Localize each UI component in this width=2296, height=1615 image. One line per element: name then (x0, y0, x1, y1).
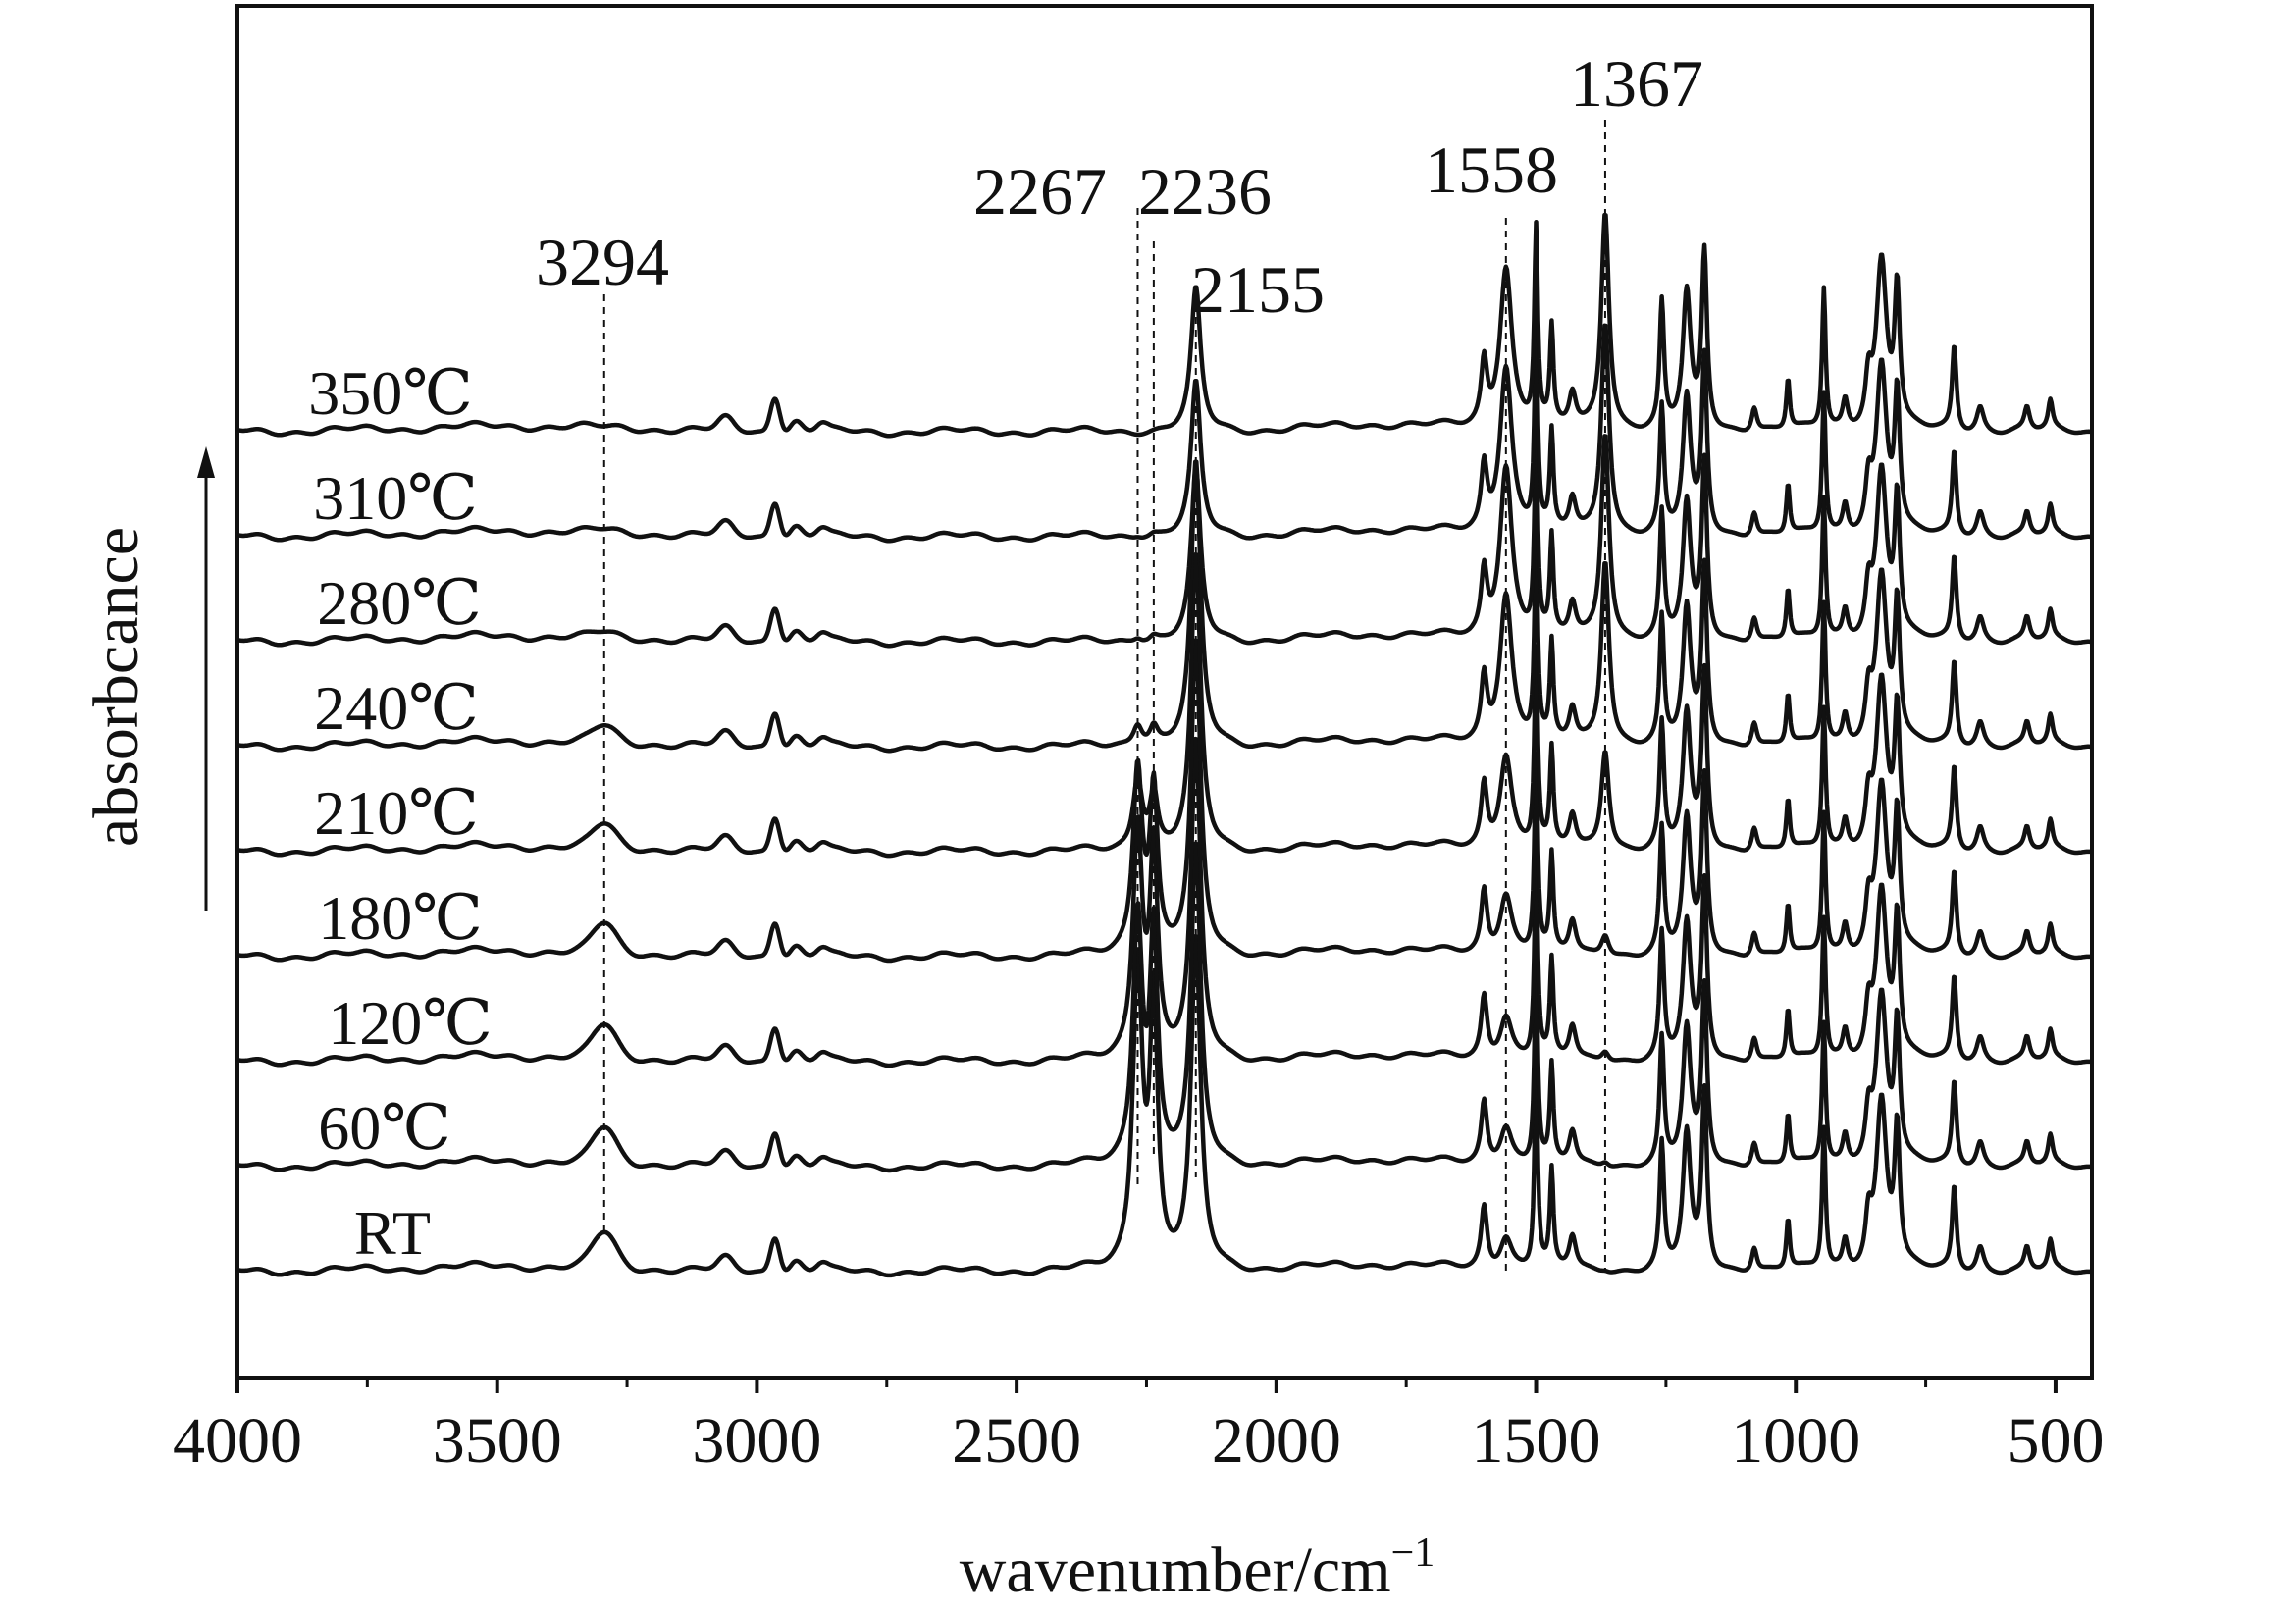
peak-label-2155: 2155 (1191, 252, 1325, 327)
x-axis-title-main: wavenumber/cm (960, 1535, 1391, 1606)
x-tick-label-4000: 4000 (173, 1405, 302, 1477)
x-tick-label-1000: 1000 (1731, 1405, 1860, 1477)
series-line-7 (235, 429, 2094, 649)
plot-frame (235, 4, 2094, 1380)
series-line-9 (235, 212, 2094, 439)
x-axis-title-sup: −1 (1391, 1531, 1435, 1576)
series-labels: RT 60℃ 120℃ 180℃ 210℃ 240℃ 280℃ 310℃ 350℃ (308, 358, 493, 1268)
x-tick-label-2500: 2500 (952, 1405, 1081, 1477)
series-label-7: 280℃ (317, 568, 482, 638)
y-axis-arrow-head (197, 446, 215, 478)
x-tick-label-500: 500 (2007, 1405, 2104, 1477)
series-label-5: 210℃ (314, 778, 479, 848)
x-axis: 4000 3500 3000 2500 2000 1500 1000 500 (173, 1378, 2104, 1477)
series-label-6: 240℃ (314, 673, 479, 743)
y-axis-title: absorbcance (80, 527, 152, 847)
series-line-4 (235, 638, 2094, 964)
peak-label-2236: 2236 (1138, 154, 1272, 229)
x-tick-label-3000: 3000 (692, 1405, 821, 1477)
series-label-9: 350℃ (308, 358, 473, 428)
peak-label-2267: 2267 (973, 154, 1107, 229)
peak-label-1558: 1558 (1425, 132, 1558, 207)
series-line-5 (235, 552, 2094, 859)
x-axis-title: wavenumber/cm−1 (960, 1531, 1435, 1606)
series-label-8: 310℃ (313, 463, 478, 533)
series-lines (235, 212, 2094, 1278)
series-line-2 (235, 841, 2094, 1173)
x-tick-label-1500: 1500 (1472, 1405, 1601, 1477)
series-line-1 (235, 934, 2094, 1278)
series-label-2: 60℃ (318, 1093, 451, 1163)
y-axis-arrow (197, 446, 215, 911)
x-tick-label-3500: 3500 (433, 1405, 562, 1477)
series-line-8 (235, 323, 2094, 544)
series-label-3: 120℃ (328, 988, 493, 1058)
series-label-4: 180℃ (318, 883, 483, 953)
peak-label-3294: 3294 (536, 225, 669, 299)
peak-label-1367: 1367 (1570, 46, 1703, 121)
series-line-3 (235, 736, 2094, 1068)
series-label-1: RT (354, 1198, 431, 1268)
series-line-6 (235, 459, 2094, 754)
x-tick-label-2000: 2000 (1212, 1405, 1341, 1477)
